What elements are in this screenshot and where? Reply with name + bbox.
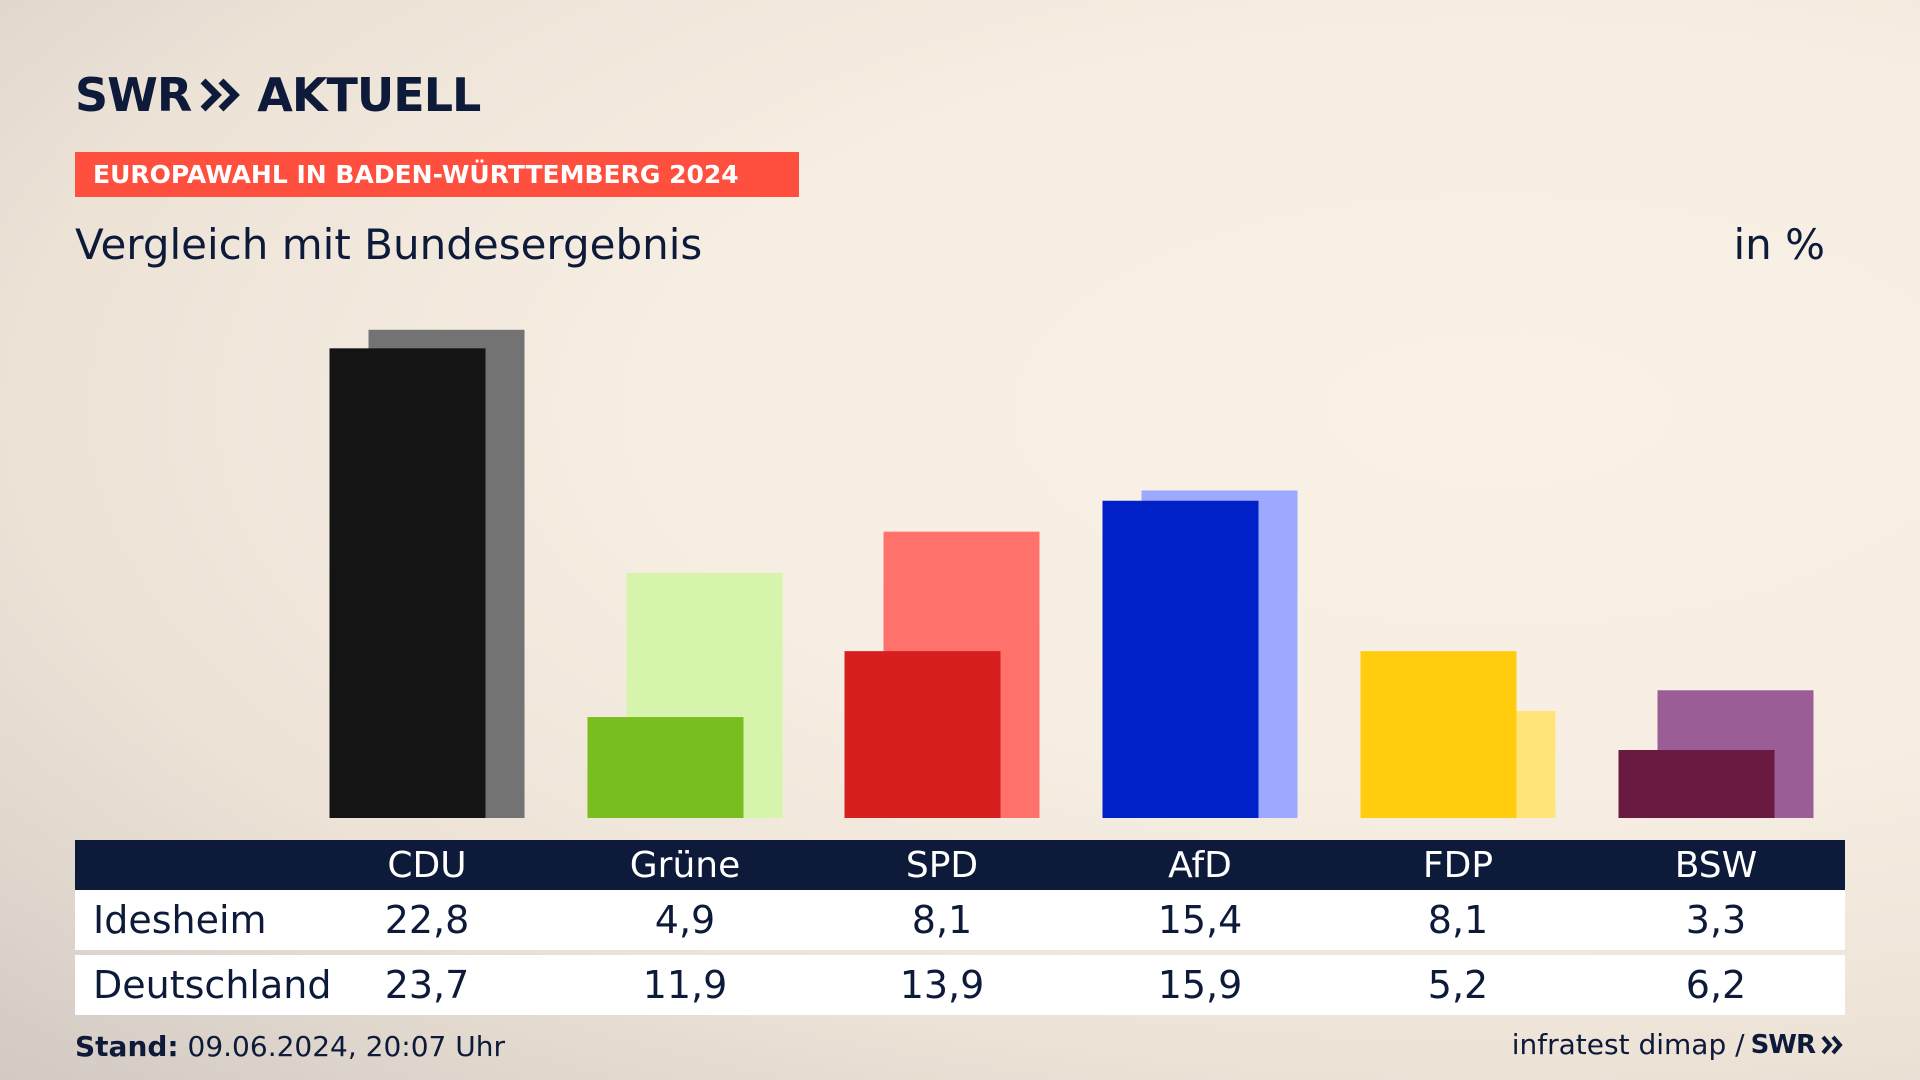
stand-label: Stand: — [75, 1030, 179, 1063]
row-label: Idesheim — [93, 898, 267, 942]
bar-idesheim-grüne — [587, 717, 744, 818]
value-deutschland-cdu: 23,7 — [384, 963, 470, 1007]
column-header-spd: SPD — [905, 844, 979, 886]
bar-idesheim-cdu — [329, 348, 486, 818]
column-header-cdu: CDU — [387, 844, 467, 886]
results-table: CDU Grüne SPD AfD FDP BSW Idesheim 22,8 4,9 8,1… — [75, 840, 1845, 1015]
footer-stand: Stand: 09.06.2024, 20:07 Uhr — [75, 1030, 505, 1063]
value-idesheim-grüne: 4,9 — [654, 898, 716, 942]
column-header-afd: AfD — [1168, 844, 1232, 886]
value-deutschland-spd: 13,9 — [899, 963, 985, 1007]
value-idesheim-spd: 8,1 — [911, 898, 973, 942]
bar-idesheim-afd — [1102, 500, 1259, 818]
table-row-idesheim: Idesheim 22,8 4,9 8,1 15,4 8,1 3,3 — [75, 890, 1845, 950]
swr-aktuell-logo: SWR AKTUELL — [75, 68, 481, 122]
value-deutschland-bsw: 6,2 — [1685, 963, 1747, 1007]
double-chevron-right-icon — [200, 78, 241, 112]
source-text: infratest dimap / — [1511, 1028, 1745, 1061]
value-deutschland-fdp: 5,2 — [1427, 963, 1489, 1007]
logo-aktuell-text: AKTUELL — [257, 68, 481, 122]
footer-source: infratest dimap / SWR — [1512, 1028, 1845, 1061]
election-banner: EUROPAWAHL IN BADEN-WÜRTTEMBERG 2024 — [75, 152, 799, 197]
table-header: CDU Grüne SPD AfD FDP BSW — [75, 840, 1845, 890]
bar-idesheim-fdp — [1360, 651, 1517, 818]
value-deutschland-afd: 15,9 — [1157, 963, 1243, 1007]
source-swr-logo: SWR — [1750, 1029, 1816, 1060]
double-chevron-right-icon — [1821, 1035, 1843, 1054]
value-idesheim-cdu: 22,8 — [384, 898, 470, 942]
row-label: Deutschland — [93, 963, 332, 1007]
unit-label: in % — [1733, 220, 1825, 269]
stand-value: 09.06.2024, 20:07 Uhr — [187, 1030, 505, 1063]
chart-subtitle: Vergleich mit Bundesergebnis — [75, 220, 703, 269]
logo-swr-text: SWR — [75, 68, 192, 122]
value-deutschland-grüne: 11,9 — [642, 963, 728, 1007]
table-row-deutschland: Deutschland 23,7 11,9 13,9 15,9 5,2 6,2 — [75, 955, 1845, 1015]
bar-idesheim-bsw — [1618, 750, 1775, 818]
value-idesheim-afd: 15,4 — [1157, 898, 1243, 942]
value-idesheim-bsw: 3,3 — [1685, 898, 1747, 942]
column-header-fdp: FDP — [1422, 844, 1494, 886]
column-header-bsw: BSW — [1674, 844, 1758, 886]
column-header-grüne: Grüne — [629, 844, 741, 886]
bar-idesheim-spd — [844, 651, 1001, 818]
value-idesheim-fdp: 8,1 — [1427, 898, 1489, 942]
